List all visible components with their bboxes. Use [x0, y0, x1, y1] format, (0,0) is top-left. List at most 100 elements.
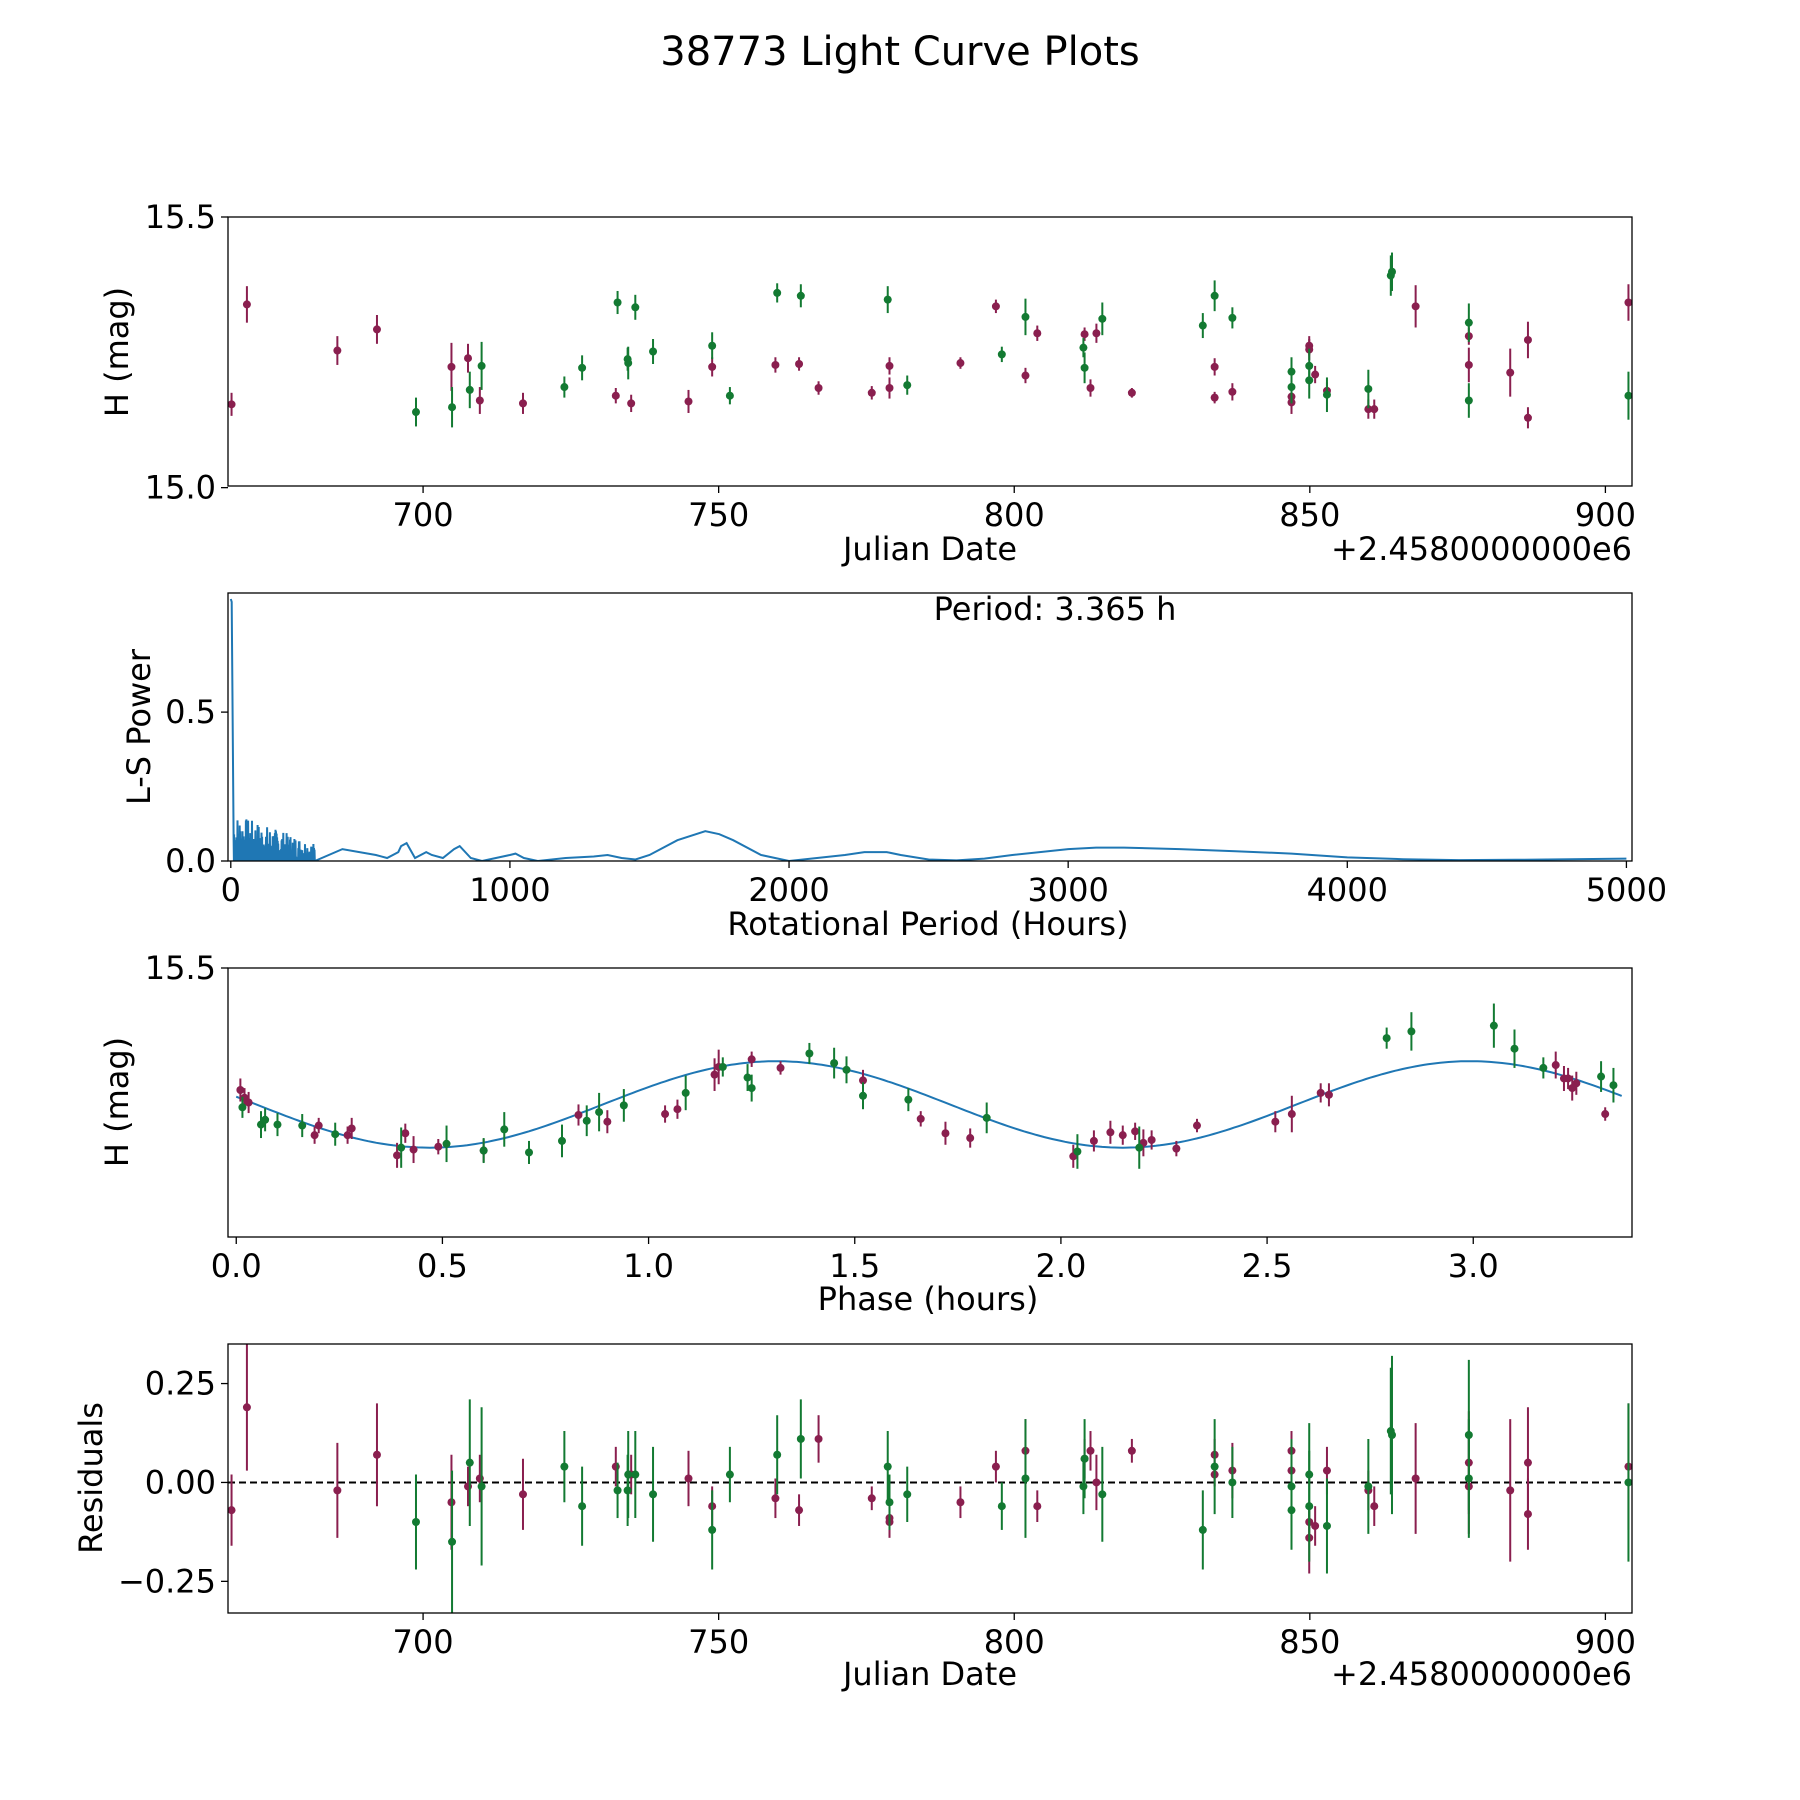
- lightcurve-xtick-label: 750: [688, 496, 749, 534]
- series-a-point: [228, 400, 236, 409]
- series-b-point: [903, 1490, 912, 1499]
- series-a-point: [1287, 1110, 1296, 1119]
- series-a-point: [966, 1134, 975, 1143]
- series-b-point: [273, 1120, 282, 1129]
- phase-xtick-label: 2.0: [1035, 1247, 1086, 1285]
- series-b-point: [1464, 318, 1473, 327]
- series-a-point: [1086, 1446, 1095, 1455]
- phase-xlabel: Phase (hours): [818, 1280, 1039, 1318]
- series-a-point: [673, 1105, 682, 1114]
- series-b-point: [1287, 1482, 1296, 1491]
- series-a-point: [1322, 1466, 1331, 1475]
- series-a-point: [1601, 1110, 1610, 1119]
- periodogram-xtick-label: 1000: [469, 871, 550, 909]
- series-b-point: [1210, 291, 1219, 300]
- periodogram-xlabel: Rotational Period (Hours): [727, 905, 1128, 943]
- series-b-point: [773, 1450, 782, 1459]
- series-b-point: [631, 303, 640, 312]
- phase-xtick-label: 1.5: [829, 1247, 880, 1285]
- series-a-point: [1572, 1079, 1581, 1088]
- series-b-point: [525, 1148, 534, 1157]
- series-a-point: [1464, 360, 1473, 369]
- series-b-point: [397, 1143, 406, 1152]
- series-a-point: [627, 399, 636, 408]
- series-b-point: [725, 391, 734, 400]
- series-a-point: [1106, 1128, 1115, 1137]
- series-a-point: [956, 359, 965, 368]
- series-a-point: [885, 361, 894, 370]
- series-b-point: [238, 1103, 247, 1112]
- series-b-point: [1228, 313, 1237, 322]
- series-b-point: [1510, 1044, 1519, 1053]
- series-a-point: [393, 1151, 402, 1160]
- series-a-point: [885, 384, 894, 393]
- series-b-point: [1464, 396, 1473, 405]
- series-a-point: [1021, 371, 1030, 380]
- series-a-point: [518, 1490, 527, 1499]
- series-b-point: [631, 1470, 640, 1479]
- series-b-point: [1464, 1474, 1473, 1483]
- series-b-point: [773, 288, 782, 297]
- lightcurve-ytick-label: 15.5: [145, 198, 216, 236]
- series-b-point: [1382, 1034, 1391, 1043]
- series-b-point: [624, 1470, 633, 1479]
- series-b-point: [1287, 383, 1296, 392]
- phase-plot-area: [235, 1003, 1623, 1169]
- series-b-point: [883, 1462, 892, 1471]
- series-b-point: [1387, 1430, 1396, 1439]
- series-a-point: [747, 1055, 756, 1064]
- lightcurve-xtick-label: 700: [393, 496, 454, 534]
- series-b-point: [1489, 1021, 1498, 1030]
- series-a-point: [1080, 330, 1089, 339]
- series-b-point: [261, 1115, 270, 1124]
- series-a-point: [464, 354, 473, 363]
- series-b-point: [1322, 390, 1331, 399]
- series-b-point: [582, 1116, 591, 1125]
- series-b-point: [1364, 384, 1373, 393]
- series-a-point: [1271, 1117, 1280, 1126]
- series-a-point: [1624, 298, 1632, 307]
- residuals-ytick-label: 0.00: [145, 1463, 216, 1501]
- series-b-point: [681, 1088, 690, 1097]
- series-a-point: [1131, 1127, 1140, 1136]
- lightcurve-offset-label: +2.4580000000e6: [1331, 530, 1632, 568]
- series-a-point: [1127, 1446, 1136, 1455]
- series-b-point: [1098, 314, 1107, 323]
- series-a-point: [1523, 1510, 1532, 1519]
- series-a-point: [333, 1486, 342, 1495]
- series-a-point: [447, 362, 456, 371]
- series-b-point: [1539, 1063, 1548, 1072]
- phase-xtick-label: 2.5: [1242, 1247, 1293, 1285]
- periodogram-xtick-label: 5000: [1586, 871, 1667, 909]
- series-a-point: [434, 1142, 443, 1151]
- series-a-point: [1411, 1474, 1420, 1483]
- series-b-point: [1228, 1478, 1237, 1487]
- series-a-point: [867, 1494, 876, 1503]
- periodogram-xtick-label: 2000: [748, 871, 829, 909]
- residuals-xtick-label: 750: [688, 1623, 749, 1661]
- phase-ticks: 0.0 0.5 1.0 1.5 2.0 2.5 3.0 15.0 15.5: [145, 469, 1499, 1285]
- series-a-point: [795, 1506, 804, 1515]
- series-a-point: [1370, 405, 1379, 414]
- periodogram-ticks: 0 1000 2000 3000 4000 5000 0.0 0.5: [165, 693, 1667, 909]
- series-b-point: [1624, 391, 1632, 400]
- residuals-xtick-label: 700: [393, 1623, 454, 1661]
- series-b-point: [595, 1108, 604, 1117]
- phase-axes-frame: [227, 967, 1633, 1238]
- series-a-point: [1228, 387, 1237, 396]
- residuals-ytick-label: 0.25: [145, 1365, 216, 1403]
- periodogram-ylabel: L-S Power: [120, 648, 158, 805]
- series-a-point: [1089, 1136, 1098, 1145]
- series-b-point: [624, 359, 633, 368]
- series-b-point: [1305, 361, 1314, 370]
- series-a-point: [661, 1110, 670, 1119]
- series-a-point: [518, 399, 527, 408]
- phase-xtick-label: 0.5: [417, 1247, 468, 1285]
- series-a-point: [475, 1474, 484, 1483]
- series-b-point: [982, 1113, 991, 1122]
- series-b-point: [1073, 1147, 1082, 1156]
- periodogram-ytick-label: 0.0: [165, 842, 216, 880]
- series-b-point: [411, 408, 420, 417]
- series-b-point: [708, 1525, 717, 1534]
- series-a-point: [814, 384, 823, 393]
